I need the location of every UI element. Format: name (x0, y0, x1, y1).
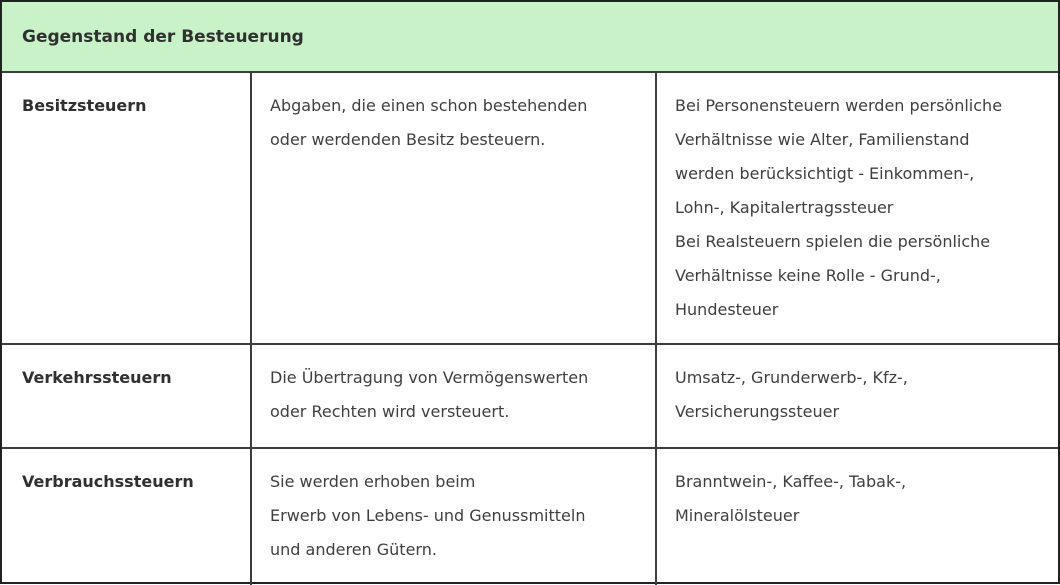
row-term: Verbrauchssteuern (2, 449, 252, 585)
table-header: Gegenstand der Besteuerung (2, 2, 1058, 71)
cell-examples: Umsatz-, Grunderwerb-, Kfz-, Versicherun… (675, 368, 908, 421)
cell-definition: Sie werden erhoben beim Erwerb von Leben… (252, 449, 657, 585)
table-row: Besitzsteuern Abgaben, die einen schon b… (2, 71, 1058, 343)
cell-definition: Abgaben, die einen schon bestehenden ode… (252, 73, 657, 343)
cell-examples: Branntwein-, Kaffee-, Tabak-, Mineralöls… (675, 472, 907, 525)
table-row: Verkehrssteuern Die Übertragung von Verm… (2, 343, 1058, 447)
table-title: Gegenstand der Besteuerung (22, 26, 304, 47)
row-term: Verkehrssteuern (2, 345, 252, 447)
cell-examples: Bei Personensteuern werden persönliche V… (675, 96, 1003, 319)
table-row: Verbrauchssteuern Sie werden erhoben bei… (2, 447, 1058, 585)
cell-definition: Die Übertragung von Vermögenswerten oder… (252, 345, 657, 447)
row-term: Besitzsteuern (2, 73, 252, 343)
